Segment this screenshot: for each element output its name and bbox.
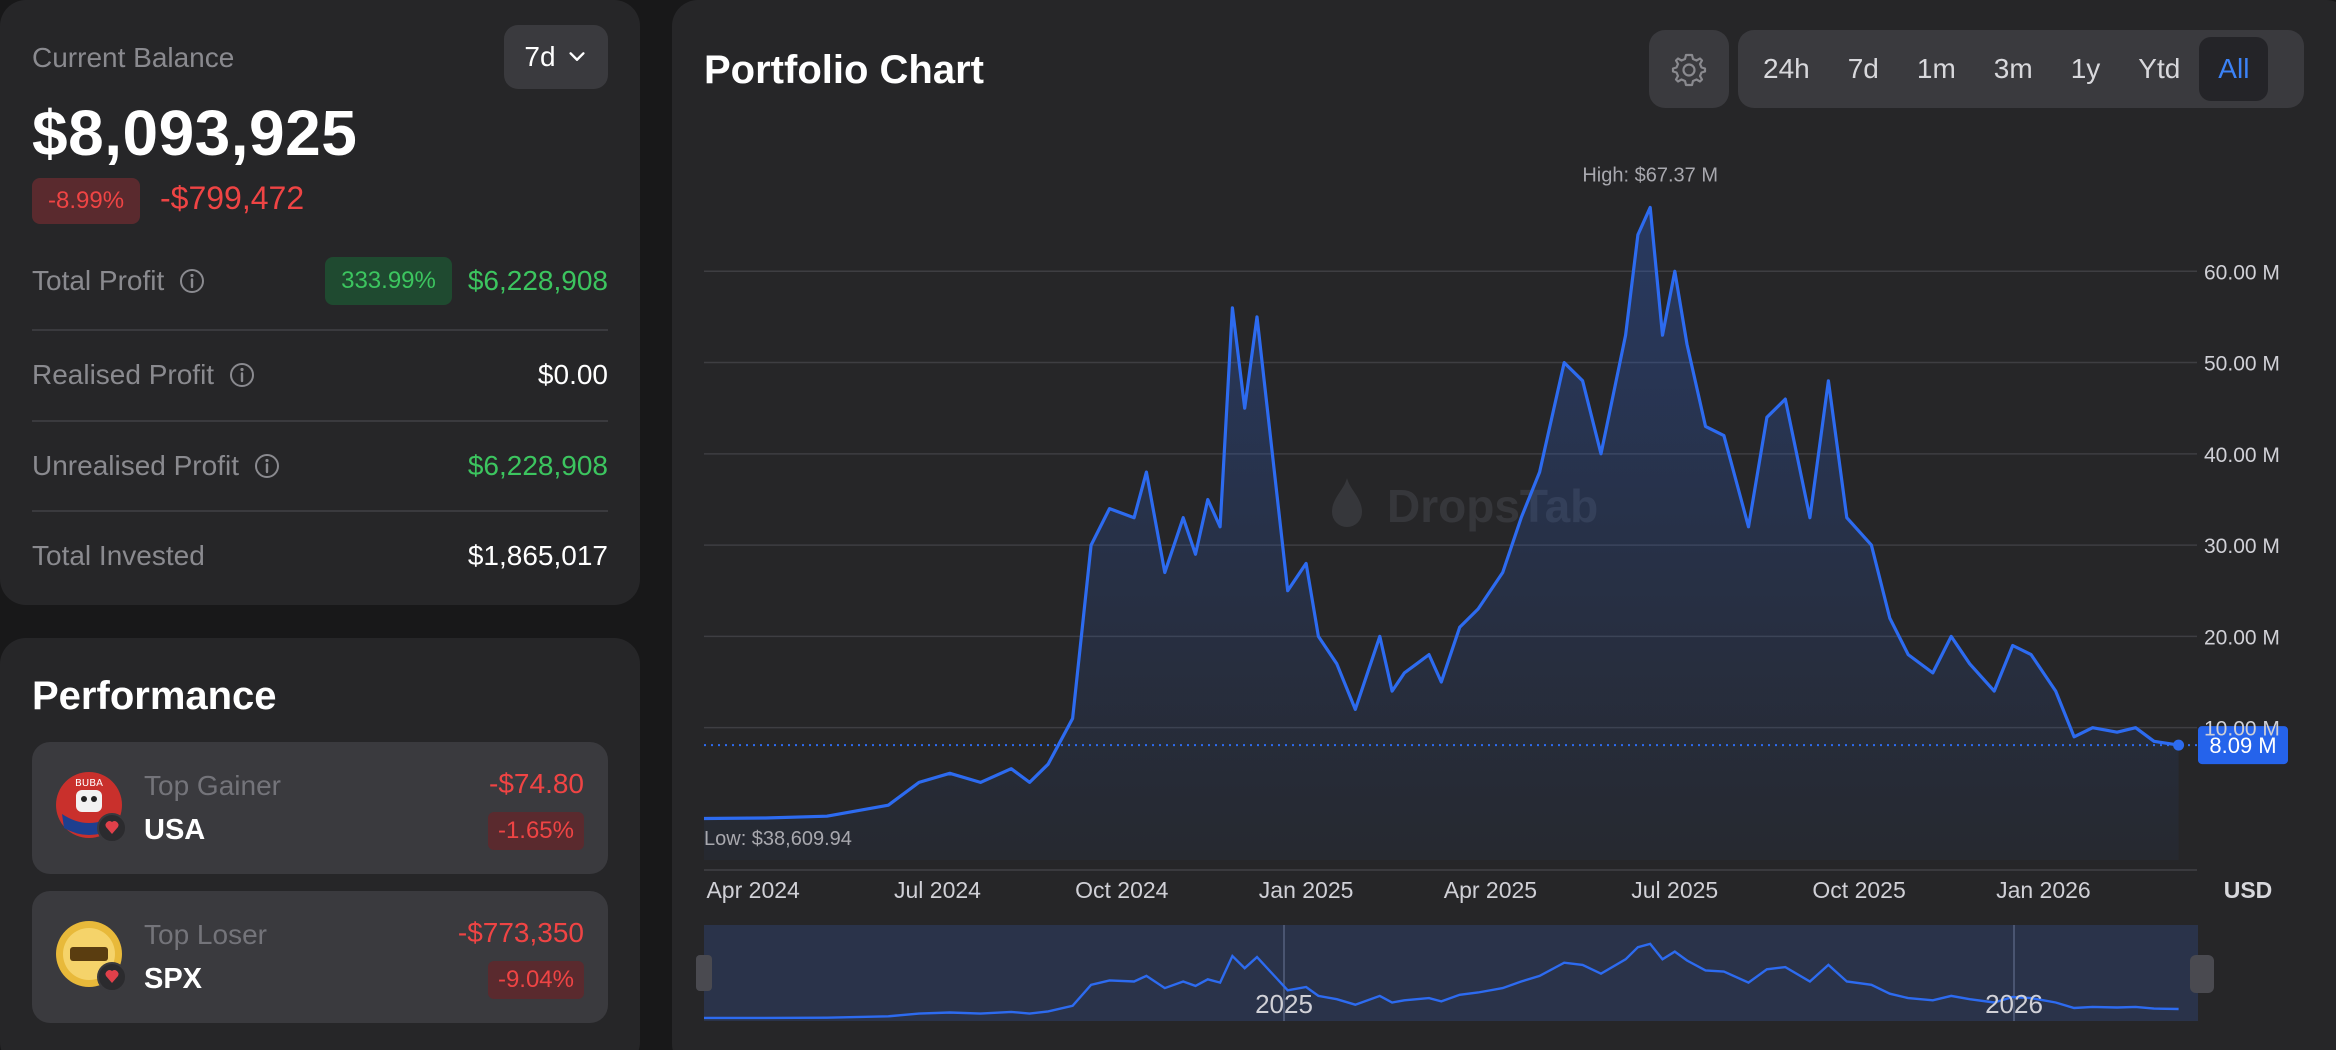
divider [32,329,608,331]
info-icon[interactable] [228,361,256,389]
total-invested-label: Total Invested [32,540,205,571]
usa-token-avatar: BUBA [56,772,127,843]
top-gainer-item[interactable]: BUBA Top Gainer USA -$74.80 -1.65% [32,742,608,874]
range-3m-button[interactable]: 3m [1993,53,2033,84]
total-profit-label: Total Profit [32,265,165,296]
range-navigator[interactable]: 2025 2026 [696,925,2214,1021]
y-axis-ticks: 10.00 M 20.00 M 30.00 M 40.00 M 50.00 M 60.00… [2204,261,2280,740]
realised-profit-row: Realised Profit $0.00 [32,330,608,420]
unrealised-profit-row: Unrealised Profit $6,228,908 [32,421,608,511]
x-tick-label: Apr 2025 [1444,877,1537,903]
range-all-button[interactable]: All [2199,37,2269,101]
total-invested-row: Total Invested $1,865,017 [32,511,608,601]
range-7d-button[interactable]: 7d [1847,53,1879,84]
total-invested-value: $1,865,017 [467,540,608,571]
x-axis-ticks: Apr 2024 Jul 2024 Oct 2024 Jan 2025 Apr 2025… [706,877,2090,903]
y-tick-label: 60.00 M [2204,261,2280,284]
top-loser-label: Top Loser [144,919,267,950]
chart-gridlines [704,270,2197,729]
current-balance-label: Current Balance [32,42,235,73]
x-tick-label: Jul 2024 [894,877,981,903]
total-profit-pct-badge: 333.99% [325,257,452,305]
top-gainer-pct-badge: -1.65% [487,812,584,850]
top-gainer-label: Top Gainer [144,770,281,801]
balance-change-pct-badge: -8.99% [32,178,141,224]
top-loser-pct-badge: -9.04% [487,961,584,999]
top-loser-name: SPX [144,963,203,995]
portfolio-area [704,207,2179,860]
performance-title: Performance [32,674,277,718]
top-loser-amount: -$773,350 [457,917,584,948]
balance-card: Current Balance 7d $8,093,925 -8.99% -$7… [0,0,640,605]
portfolio-chart-card: Portfolio Chart 24h 7d 1m 3m 1y Ytd All … [672,0,2336,1050]
performance-card: Performance BUBA Top Gainer USA -$74.80 … [0,638,640,1050]
range-1y-button[interactable]: 1y [2070,53,2101,84]
range-ytd-button[interactable]: Ytd [2138,53,2181,84]
realised-profit-value: $0.00 [537,359,608,390]
info-icon[interactable] [178,267,206,295]
unrealised-profit-label: Unrealised Profit [32,450,239,481]
navigator-label-2026: 2026 [1985,989,2043,1019]
realised-profit-label: Realised Profit [32,359,215,390]
range-24h-button[interactable]: 24h [1763,53,1810,84]
low-value-label: Low: $38,609.94 [704,828,852,850]
y-tick-label: 10.00 M [2204,718,2280,741]
currency-label: USD [2224,877,2273,903]
x-tick-label: Jul 2025 [1631,877,1718,903]
balance-value: $8,093,925 [32,97,358,169]
navigator-selection[interactable] [704,925,2198,1021]
portfolio-chart[interactable]: DropsTab 8.09 M High: $67.37 M Low: $38,… [672,0,2336,1050]
balance-change-value: -$799,472 [160,180,305,216]
x-tick-label: Jan 2026 [1996,877,2091,903]
divider [32,510,608,512]
chevron-down-icon [568,52,585,61]
x-tick-label: Apr 2024 [706,877,800,903]
navigator-line [704,942,2179,1020]
top-gainer-amount: -$74.80 [489,768,584,799]
x-tick-label: Oct 2024 [1075,877,1169,903]
unrealised-profit-value: $6,228,908 [467,450,608,481]
range-1m-button[interactable]: 1m [1916,53,1956,84]
portfolio-line [703,205,2179,821]
y-tick-label: 30.00 M [2204,535,2280,558]
y-tick-label: 50.00 M [2204,353,2280,376]
x-tick-label: Jan 2025 [1259,877,1354,903]
time-range-selector: 24h 7d 1m 3m 1y Ytd All [1738,30,2304,108]
navigator-right-handle[interactable] [2190,955,2214,993]
navigator-left-handle[interactable] [696,955,712,991]
chart-title: Portfolio Chart [704,48,984,92]
chart-settings-button[interactable] [1649,30,1729,108]
x-tick-label: Oct 2025 [1812,877,1905,903]
top-gainer-name: USA [144,814,206,846]
current-value-marker [2173,739,2185,751]
top-loser-item[interactable]: Top Loser SPX -$773,350 -9.04% [32,891,608,1023]
period-select[interactable]: 7d [504,25,608,89]
divider [32,420,608,422]
info-icon[interactable] [253,452,281,480]
navigator-label-2025: 2025 [1255,989,1313,1019]
current-value-label: 8.09 M [2209,733,2276,758]
spx-token-avatar [56,921,127,992]
period-select-value: 7d [524,41,556,72]
current-value-badge: 8.09 M [2198,726,2288,765]
y-tick-label: 20.00 M [2204,626,2280,649]
high-value-label: High: $67.37 M [1582,164,1718,186]
y-tick-label: 40.00 M [2204,444,2280,467]
svg-text:BUBA: BUBA [75,778,103,789]
total-profit-row: Total Profit 333.99% $6,228,908 [32,236,608,326]
total-profit-value: $6,228,908 [467,265,608,296]
gear-icon [1671,53,1707,87]
